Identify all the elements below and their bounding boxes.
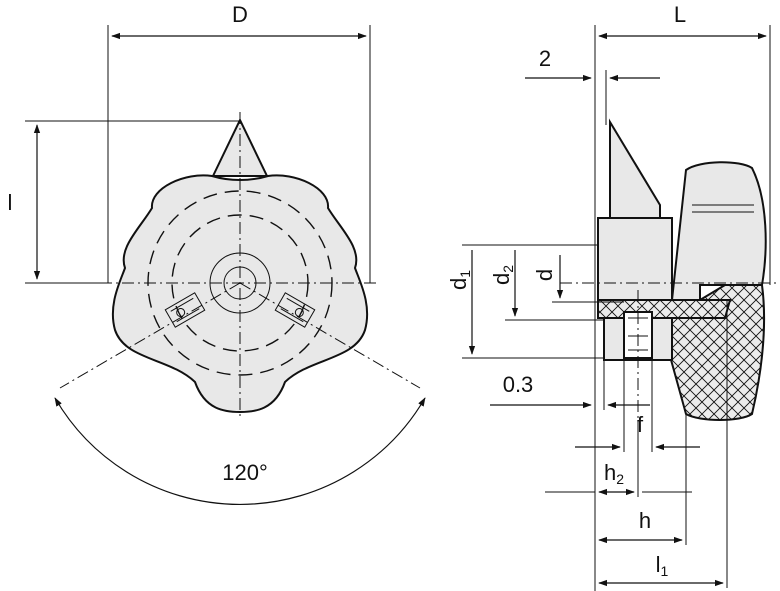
side-view: L 2 d1 d2 d 0.3 f	[446, 2, 780, 591]
front-view: D l 120°	[8, 2, 426, 505]
dim-label-l1: l1	[656, 552, 669, 579]
dim-label-d1: d1	[446, 270, 473, 290]
dim-label-h: h	[639, 508, 651, 533]
dim-label-l: l	[8, 190, 13, 215]
hub-body	[597, 217, 673, 301]
grip-upper	[670, 161, 767, 301]
dim-label-d2: d2	[489, 265, 516, 285]
dim-label-0-3: 0.3	[503, 372, 534, 397]
dim-label-D: D	[232, 2, 248, 27]
side-pointer	[609, 118, 661, 219]
set-screw-left	[164, 292, 206, 328]
dim-label-f: f	[637, 412, 644, 437]
dim-label-2: 2	[539, 46, 551, 71]
set-screw-right	[274, 292, 316, 328]
dim-label-L: L	[674, 2, 686, 27]
dim-label-h2: h2	[604, 460, 624, 487]
dim-label-d: d	[532, 269, 557, 281]
dim-label-angle: 120°	[222, 460, 268, 485]
hub-section	[597, 299, 732, 319]
pointer-tip	[211, 117, 269, 177]
